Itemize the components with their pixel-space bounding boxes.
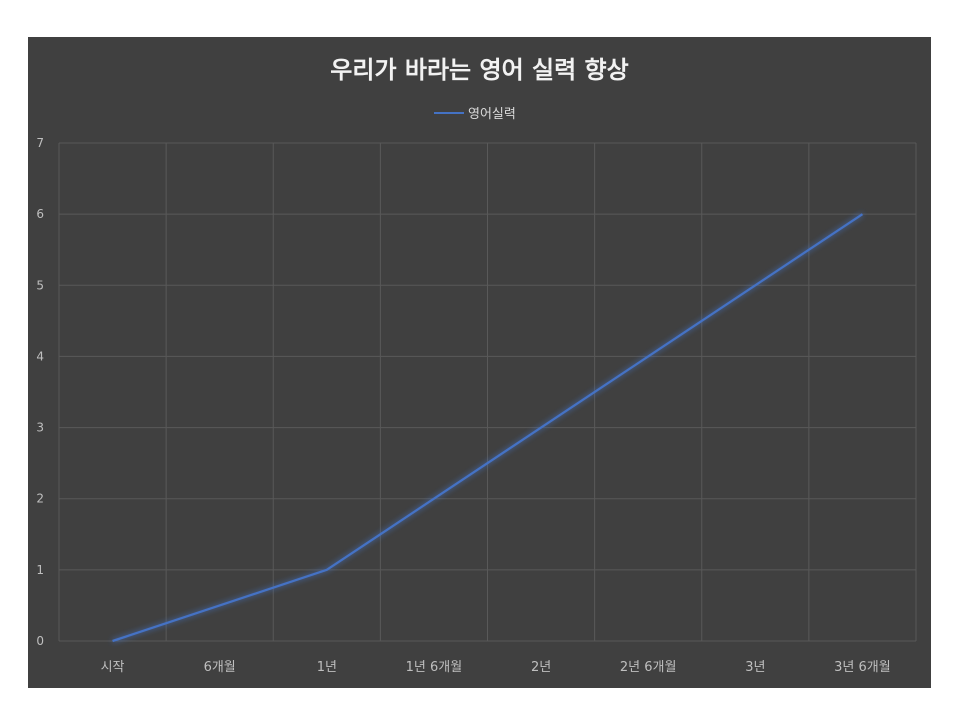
y-tick-label: 2	[36, 492, 44, 506]
x-tick-label: 3년 6개월	[834, 660, 891, 675]
chart-panel: 우리가 바라는 영어 실력 향상 영어실력 0 1 2 3 4 5 6 7 시작 6개월 1년 1년…	[28, 37, 931, 688]
y-tick-label: 5	[36, 278, 44, 292]
y-tick-label: 3	[36, 421, 44, 435]
x-tick-label: 1년 6개월	[406, 660, 463, 675]
y-tick-label: 0	[36, 634, 44, 648]
x-axis-ticks: 시작 6개월 1년 1년 6개월 2년 2년 6개월 3년 3년 6개월	[101, 660, 891, 675]
gridlines	[58, 142, 917, 642]
x-tick-label: 2년 6개월	[620, 660, 677, 675]
y-tick-label: 7	[36, 136, 44, 150]
legend-label: 영어실력	[468, 107, 516, 122]
x-tick-label: 3년	[745, 660, 765, 675]
x-tick-label: 시작	[101, 660, 125, 675]
x-tick-label: 1년	[317, 660, 337, 675]
legend: 영어실력	[434, 107, 516, 122]
x-tick-label: 2년	[531, 660, 551, 675]
y-tick-label: 6	[36, 207, 44, 221]
y-tick-label: 4	[36, 349, 44, 363]
series-line	[112, 213, 864, 643]
y-axis-ticks: 0 1 2 3 4 5 6 7	[36, 136, 44, 648]
line-chart: 우리가 바라는 영어 실력 향상 영어실력 0 1 2 3 4 5 6 7 시작 6개월 1년 1년…	[36, 56, 917, 675]
x-tick-label: 6개월	[204, 660, 236, 675]
chart-title: 우리가 바라는 영어 실력 향상	[330, 56, 628, 84]
series-layer	[112, 213, 864, 643]
y-tick-label: 1	[36, 563, 44, 577]
